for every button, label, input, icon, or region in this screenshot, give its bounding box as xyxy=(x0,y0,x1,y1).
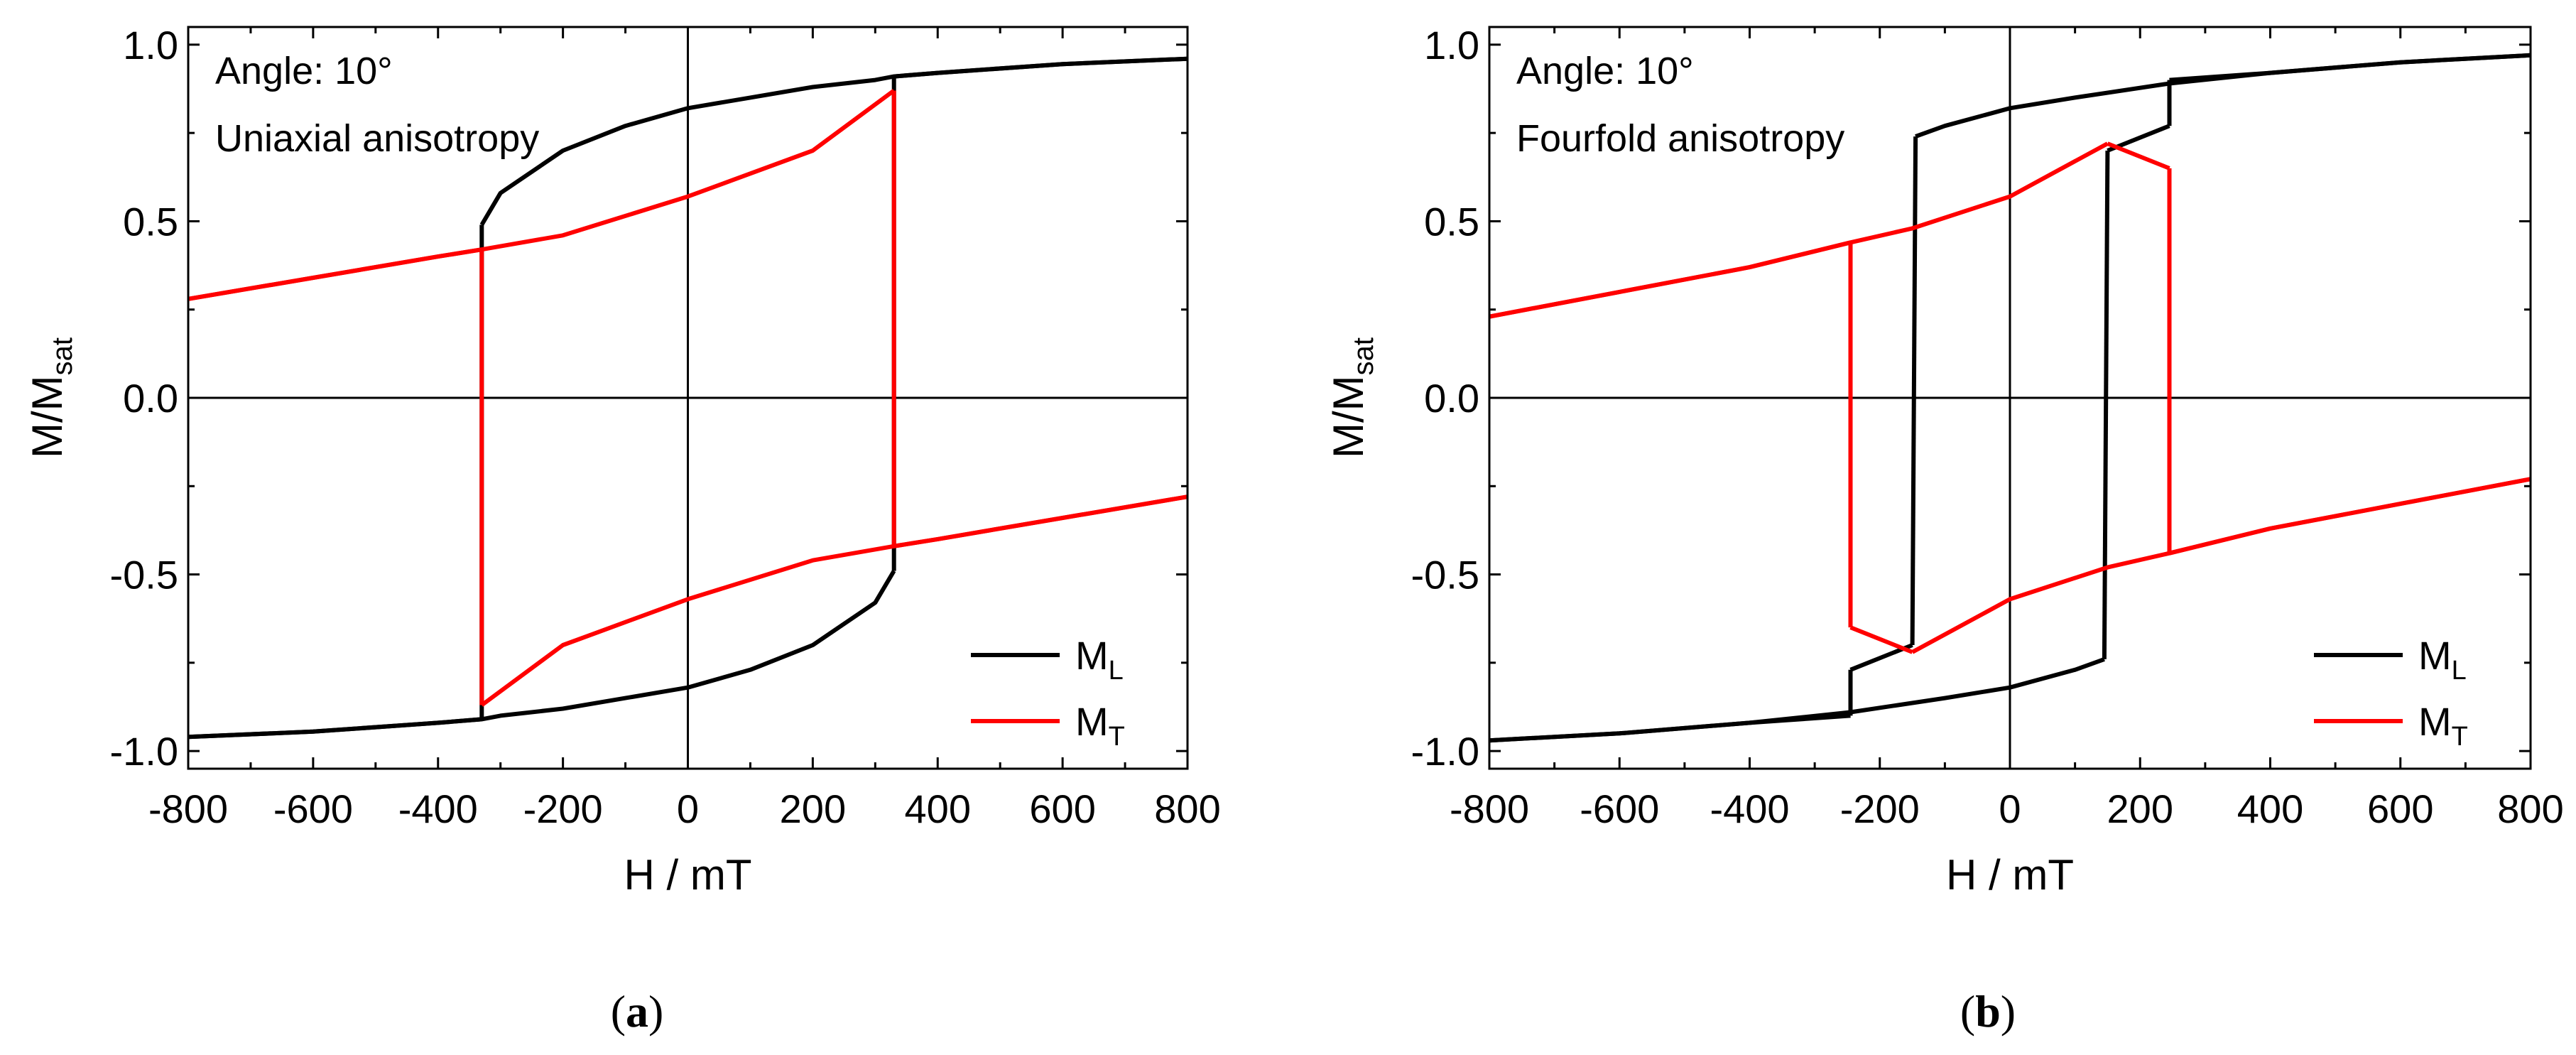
legend-label-subscript: L xyxy=(1109,656,1124,686)
legend-label-mt: MT xyxy=(2418,699,2468,752)
legend-label-subscript: T xyxy=(1109,722,1125,752)
panel-caption: (a) xyxy=(611,986,664,1037)
legend-label-main: M xyxy=(2418,633,2452,678)
annotation-line-1: Angle: 10° xyxy=(215,50,393,92)
x-axis-title: H / mT xyxy=(624,851,752,899)
series-mt-branch-4 xyxy=(1911,477,2531,654)
x-tick-label: 800 xyxy=(2497,786,2563,831)
x-tick-label: -600 xyxy=(273,786,353,831)
y-axis-title-subscript: sat xyxy=(47,337,78,375)
series-mt-branch-3 xyxy=(480,494,1188,707)
series-mt-branch-1 xyxy=(2107,141,2170,171)
y-tick-label: -0.5 xyxy=(110,553,179,597)
caption-open-paren: ( xyxy=(1960,986,1975,1037)
x-tick-label: 200 xyxy=(2107,786,2173,831)
caption-letter: b xyxy=(1975,986,2001,1037)
annotation-line-2: Uniaxial anisotropy xyxy=(215,117,539,160)
y-tick-label: -1.0 xyxy=(110,729,179,774)
annotation-line-2: Fourfold anisotropy xyxy=(1516,117,1844,160)
x-tick-label: -400 xyxy=(398,786,478,831)
panel-caption: (b) xyxy=(1960,986,2016,1037)
x-axis-title: H / mT xyxy=(1946,851,2074,899)
x-tick-label: -200 xyxy=(523,786,603,831)
x-tick-label: -200 xyxy=(1840,786,1920,831)
x-tick-label: 0 xyxy=(1999,786,2021,831)
x-tick-label: -600 xyxy=(1580,786,1659,831)
x-tick-label: 400 xyxy=(905,786,971,831)
y-tick-label: 1.0 xyxy=(123,23,178,67)
y-tick-label: 0.0 xyxy=(1424,376,1479,421)
x-tick-label: 0 xyxy=(677,786,699,831)
series-ml-branch-5 xyxy=(893,56,1188,79)
series-ml-branch-5 xyxy=(1489,657,2105,743)
x-tick-label: -800 xyxy=(148,786,228,831)
x-tick-label: 400 xyxy=(2237,786,2303,831)
legend-label-mt: MT xyxy=(1075,699,1125,752)
legend-label-subscript: T xyxy=(2452,722,2468,752)
y-tick-label: -1.0 xyxy=(1411,729,1480,774)
y-axis-title: M/Msat xyxy=(23,337,78,458)
series-ml-branch-3 xyxy=(188,570,896,740)
x-tick-label: -400 xyxy=(1710,786,1789,831)
y-axis-title-subscript: sat xyxy=(1348,337,1379,375)
x-tick-label: 600 xyxy=(2367,786,2433,831)
series-ml-branch-1 xyxy=(1910,136,1918,646)
series-ml-branch-0 xyxy=(1915,53,2531,139)
x-tick-label: 600 xyxy=(1029,786,1095,831)
y-tick-label: 1.0 xyxy=(1424,23,1479,67)
y-axis-title-main: M/M xyxy=(1325,375,1372,458)
y-tick-label: -0.5 xyxy=(1411,553,1480,597)
series-mt-branch-0 xyxy=(1489,141,2109,319)
legend-label-ml: ML xyxy=(2418,633,2467,686)
y-axis-title-main: M/M xyxy=(23,375,71,458)
legend-label-main: M xyxy=(1075,633,1109,678)
legend-label-main: M xyxy=(2418,699,2452,744)
panel-a-uniaxial: -800 -600 -400 -200 0 200 400 600 800 -1.0 -0.5 0.0… xyxy=(23,23,1221,1037)
x-tick-label: 800 xyxy=(1154,786,1220,831)
annotation-line-1: Angle: 10° xyxy=(1516,50,1694,92)
series-mt-branch-5 xyxy=(188,247,482,301)
legend-label-subscript: L xyxy=(2452,656,2467,686)
y-tick-label: 0.0 xyxy=(123,376,178,421)
series-mt-branch-7 xyxy=(1489,240,1852,319)
legend-label-main: M xyxy=(1075,699,1109,744)
caption-letter: a xyxy=(626,986,648,1037)
caption-open-paren: ( xyxy=(611,986,626,1037)
y-tick-label: 0.5 xyxy=(123,199,178,244)
series-ml-branch-9 xyxy=(2169,53,2531,82)
caption-close-paren: ) xyxy=(2001,986,2016,1037)
y-tick-label: 0.5 xyxy=(1424,199,1479,244)
panel-b-fourfold: -800 -600 -400 -200 0 200 400 600 800 -1.0 -0.5 0.0… xyxy=(1325,23,2564,1037)
y-axis-title: M/Msat xyxy=(1325,337,1379,458)
series-ml-branch-6 xyxy=(2102,150,2110,659)
caption-close-paren: ) xyxy=(648,986,663,1037)
x-tick-label: 200 xyxy=(780,786,846,831)
series-mt-branch-5 xyxy=(1849,625,1913,654)
x-tick-label: -800 xyxy=(1450,786,1529,831)
series-ml-branch-0 xyxy=(479,56,1188,226)
legend-label-ml: ML xyxy=(1075,633,1124,686)
